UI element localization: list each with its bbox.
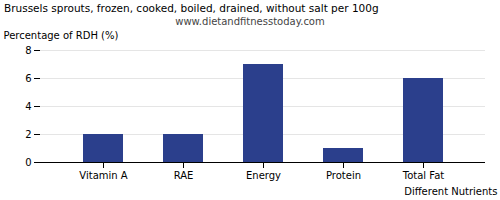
html-text:www.dietandfitnesstoday.com: www.dietandfitnesstoday.com bbox=[175, 16, 325, 27]
svg-text:Protein: Protein bbox=[326, 170, 361, 181]
svg-text:Vitamin A: Vitamin A bbox=[79, 170, 127, 181]
svg-text:RAE: RAE bbox=[174, 170, 194, 181]
svg-text:2: 2 bbox=[25, 129, 31, 140]
svg-text:6: 6 bbox=[25, 73, 31, 84]
svg-text:4: 4 bbox=[25, 101, 31, 112]
svg-text:Energy: Energy bbox=[246, 170, 281, 181]
svg-text:8: 8 bbox=[25, 45, 31, 56]
html-text:Brussels sprouts, frozen, cook: Brussels sprouts, frozen, cooked, boiled… bbox=[4, 2, 379, 14]
svg-text:Different Nutrients: Different Nutrients bbox=[404, 186, 497, 197]
svg-text:Percentage of RDH (%): Percentage of RDH (%) bbox=[4, 30, 119, 41]
svg-text:Total Fat: Total Fat bbox=[402, 170, 444, 181]
svg-text:0: 0 bbox=[25, 157, 31, 168]
